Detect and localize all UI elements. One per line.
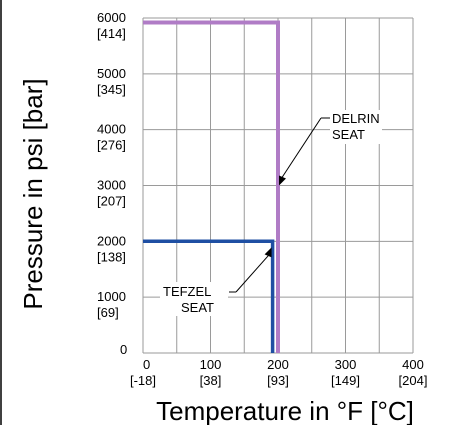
x-tick-label: 400	[402, 357, 424, 372]
callout-label-bg-delrin	[330, 110, 382, 144]
callout-leader-tefzel	[235, 255, 269, 293]
y-tick-label: 1000	[97, 289, 126, 304]
x-tick-label: 100	[200, 357, 222, 372]
callout-leader-delrin	[281, 117, 322, 178]
callout-arrowhead-tefzel	[264, 247, 272, 258]
x-axis-title: Temperature in °F [°C]	[156, 396, 414, 425]
y-axis-title: Pressure in psi [bar]	[18, 78, 48, 309]
y-tick-sublabel: [345]	[97, 82, 126, 97]
y-tick-label: 0	[120, 342, 127, 357]
y-tick-sublabel: [138]	[97, 249, 126, 264]
tick-labels: 01000[69]2000[138]3000[207]4000[276]5000…	[97, 10, 427, 388]
series-line-1	[143, 239, 275, 353]
x-tick-sublabel: [38]	[200, 373, 222, 388]
series-line-0	[143, 20, 280, 353]
x-tick-sublabel: [149]	[331, 373, 360, 388]
y-tick-label: 6000	[97, 10, 126, 25]
x-tick-sublabel: [204]	[399, 373, 428, 388]
y-tick-label: 4000	[97, 122, 126, 137]
y-tick-label: 5000	[97, 66, 126, 81]
y-tick-sublabel: [414]	[97, 26, 126, 41]
y-tick-sublabel: [69]	[97, 305, 119, 320]
x-tick-label: 300	[335, 357, 357, 372]
callout-label-bg-tefzel	[160, 282, 228, 316]
y-tick-sublabel: [207]	[97, 194, 126, 209]
x-tick-sublabel: [-18]	[130, 373, 156, 388]
series-layer	[143, 20, 280, 353]
y-tick-label: 3000	[97, 178, 126, 193]
callout-label-tefzel: TEFZEL	[163, 284, 211, 299]
callout-label-delrin: DELRIN	[332, 111, 380, 126]
x-tick-label: 0	[143, 357, 150, 372]
callout-arrowhead-delrin	[279, 175, 286, 186]
callout-label-delrin: SEAT	[332, 127, 365, 142]
x-tick-label: 200	[267, 357, 289, 372]
x-tick-sublabel: [93]	[267, 373, 289, 388]
y-tick-label: 2000	[97, 233, 126, 248]
y-tick-sublabel: [276]	[97, 138, 126, 153]
callout-label-tefzel: SEAT	[181, 300, 214, 315]
